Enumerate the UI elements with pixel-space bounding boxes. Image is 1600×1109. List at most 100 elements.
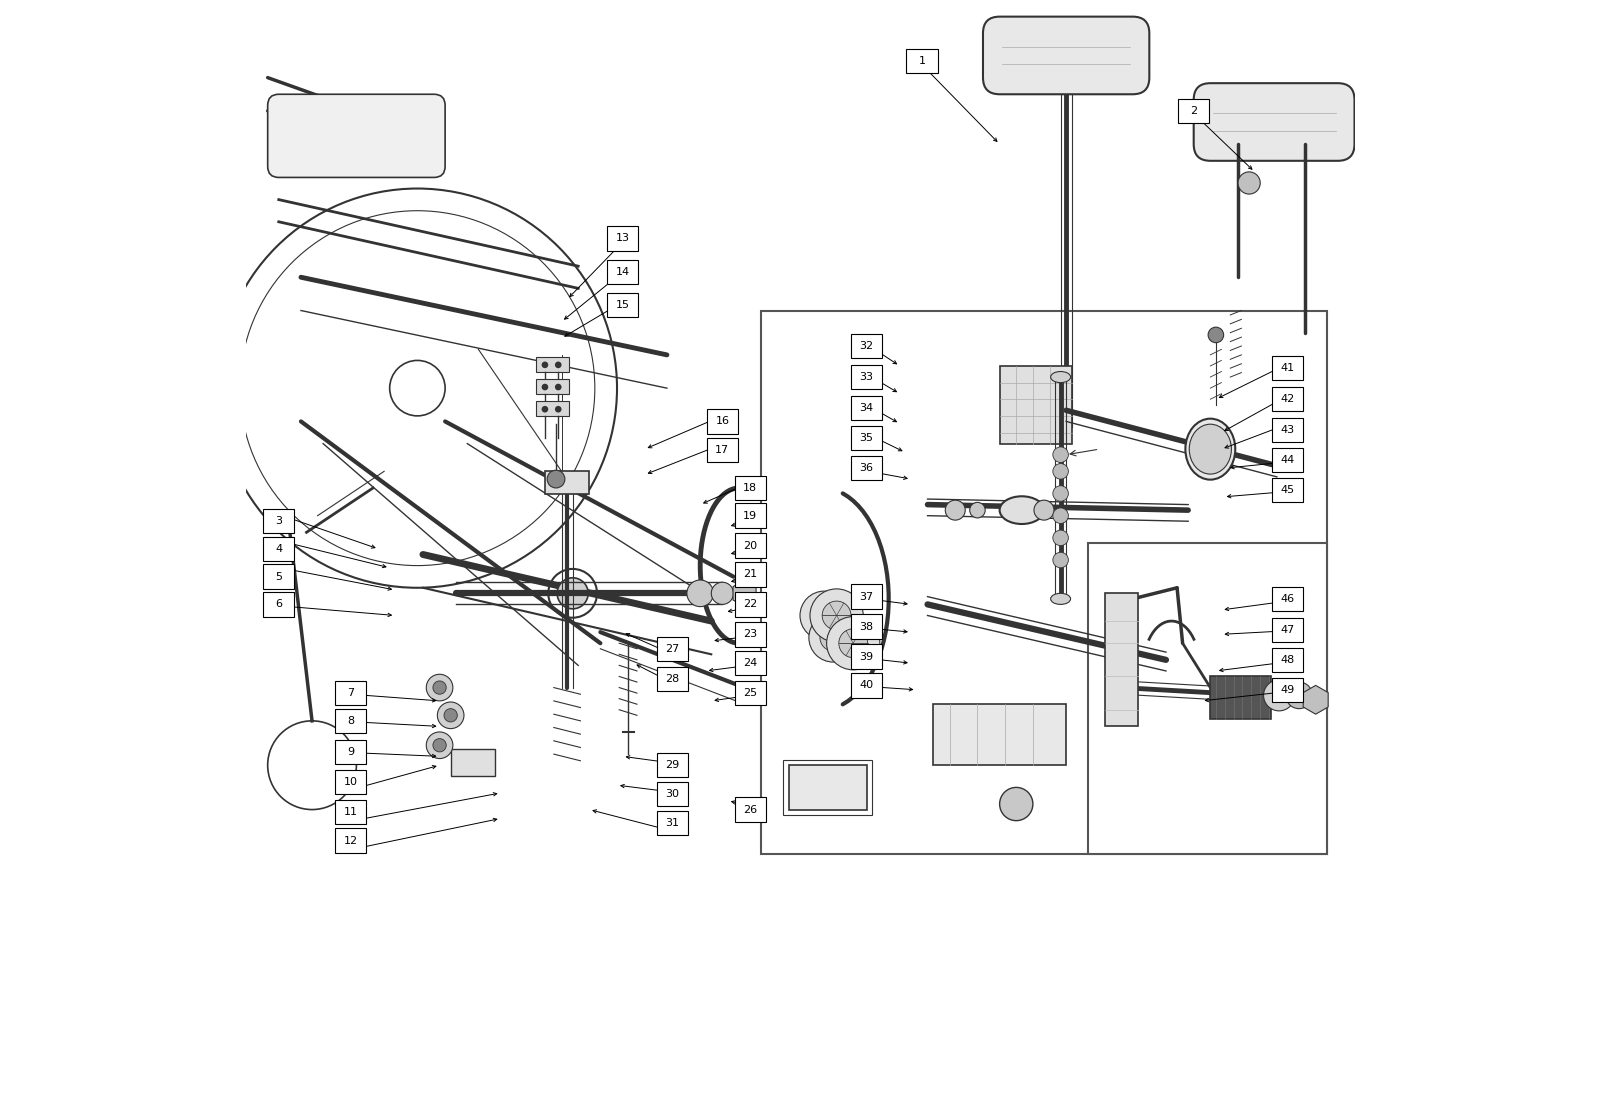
Circle shape [1208,327,1224,343]
Text: 12: 12 [344,835,358,846]
Text: 25: 25 [742,688,757,699]
Bar [734,562,766,587]
Bar [658,782,688,806]
Bar [707,409,738,434]
Bar [1272,478,1304,502]
Circle shape [827,617,880,670]
FancyBboxPatch shape [982,17,1149,94]
Circle shape [811,602,838,629]
Bar [1088,543,1326,854]
Circle shape [712,582,733,604]
Text: 16: 16 [715,416,730,427]
Text: 46: 46 [1282,593,1294,604]
Bar [1106,593,1138,726]
Text: 19: 19 [742,510,757,521]
Circle shape [426,674,453,701]
Circle shape [819,624,846,651]
Circle shape [1238,172,1261,194]
Bar [1272,387,1304,411]
Circle shape [1053,447,1069,462]
Bar [851,614,882,639]
Text: 33: 33 [859,372,874,383]
Circle shape [445,709,458,722]
Text: 22: 22 [742,599,757,610]
Text: 8: 8 [347,715,355,726]
Text: 7: 7 [347,688,355,699]
Bar [851,673,882,698]
Circle shape [434,739,446,752]
Bar [336,740,366,764]
Bar [451,749,494,776]
Bar [1272,356,1304,380]
Ellipse shape [1051,593,1070,604]
Bar [734,533,766,558]
Bar [784,760,872,815]
Bar [264,537,294,561]
Circle shape [557,578,589,609]
Circle shape [822,601,851,630]
Text: 42: 42 [1282,394,1294,405]
Bar [264,592,294,617]
Ellipse shape [1051,372,1070,383]
Circle shape [555,384,562,390]
Bar [789,765,867,810]
Circle shape [542,384,549,390]
Bar [1210,676,1272,719]
Bar [851,584,882,609]
Bar [1272,448,1304,472]
Text: 36: 36 [859,462,874,474]
Bar [851,334,882,358]
Circle shape [434,681,446,694]
Bar [658,753,688,777]
Bar [536,357,570,372]
Circle shape [686,580,714,607]
Text: 48: 48 [1282,654,1294,665]
Text: 23: 23 [742,629,757,640]
Text: 21: 21 [742,569,757,580]
Bar [1272,648,1304,672]
Ellipse shape [1189,425,1232,475]
FancyBboxPatch shape [1194,83,1355,161]
Bar [264,564,294,589]
Text: 27: 27 [666,643,680,654]
Bar [658,637,688,661]
Bar [1272,678,1304,702]
Ellipse shape [1186,419,1235,479]
Bar [336,800,366,824]
Text: 18: 18 [742,482,757,494]
Text: 35: 35 [859,433,874,444]
Bar [851,426,882,450]
Text: 47: 47 [1282,624,1294,635]
Text: 10: 10 [344,776,358,787]
Bar [933,704,1066,765]
Text: 26: 26 [742,804,757,815]
Text: 31: 31 [666,817,680,828]
Text: 43: 43 [1282,425,1294,436]
Text: 6: 6 [275,599,282,610]
Bar [734,797,766,822]
Bar [1272,618,1304,642]
Bar [734,476,766,500]
Text: 14: 14 [616,266,630,277]
Bar [907,49,938,73]
Circle shape [437,702,464,729]
Bar [606,260,638,284]
Circle shape [800,591,848,640]
FancyBboxPatch shape [267,94,445,177]
Bar [1272,587,1304,611]
Text: 3: 3 [275,516,282,527]
Text: 29: 29 [666,760,680,771]
Bar [336,681,366,705]
Circle shape [810,613,858,662]
Text: 1: 1 [918,55,925,67]
Circle shape [1286,682,1312,709]
Circle shape [542,406,549,413]
Text: 28: 28 [666,673,680,684]
Text: 2: 2 [1190,105,1197,116]
Text: 11: 11 [344,806,358,817]
Text: 39: 39 [859,651,874,662]
Bar [336,709,366,733]
Circle shape [555,362,562,368]
Text: 40: 40 [859,680,874,691]
Bar [536,401,570,416]
